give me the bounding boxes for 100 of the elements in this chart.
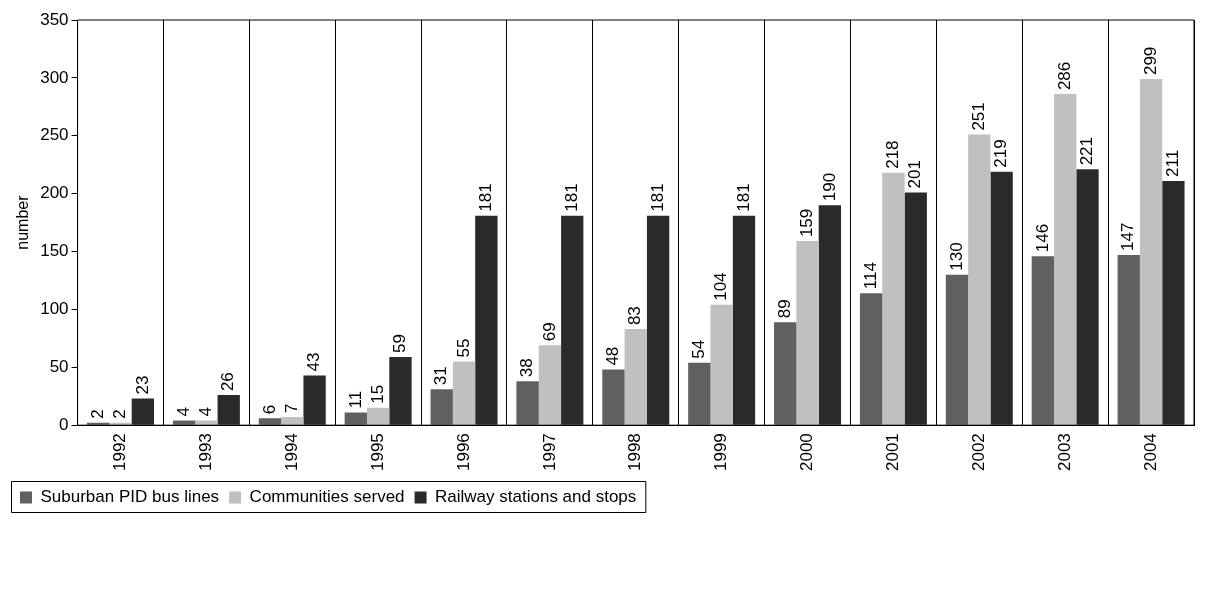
bar [475,215,498,425]
bar [1031,256,1055,425]
y-axis-title: number [14,194,32,250]
data-label: 4 [196,407,216,417]
y-tick-label: 100 [40,299,69,319]
data-label: 2 [87,409,107,419]
x-tick-label: 1997 [539,433,559,472]
bar [732,215,756,425]
bar [1076,169,1099,425]
bar [195,420,218,425]
bar [710,304,733,425]
data-label: 181 [561,183,581,212]
data-label: 221 [1077,136,1097,166]
legend-label: Suburban PID bus lines [40,487,220,507]
bar [646,215,670,425]
y-tick-label: 50 [49,356,69,376]
bar [818,205,842,425]
bar [561,215,584,425]
x-tick-label: 1992 [110,433,130,472]
legend-label: Communities served [249,487,405,507]
bar [968,134,991,425]
data-label: 299 [1140,46,1160,76]
data-label: 286 [1054,61,1074,91]
data-label: 146 [1032,223,1052,253]
data-label: 4 [173,407,193,417]
x-tick-label: 2002 [968,433,988,472]
data-label: 2 [110,409,130,419]
x-tick-label: 1995 [367,433,387,472]
data-label: 219 [991,139,1011,168]
bar [217,395,240,425]
y-tick-label: 250 [40,125,69,145]
data-label: 181 [733,183,753,212]
x-tick-label: 1999 [711,433,731,472]
data-label: 251 [968,102,988,131]
x-tick-label: 1998 [625,433,645,472]
y-tick-label: 300 [40,67,69,87]
data-label: 201 [905,160,925,189]
bar [624,329,647,425]
y-tick-label: 0 [59,414,69,434]
bar [990,171,1013,425]
data-label: 147 [1118,222,1138,252]
y-tick-label: 150 [40,241,69,261]
x-tick-label: 1993 [196,433,216,472]
data-label: 104 [711,272,731,301]
data-label: 11 [345,390,365,409]
data-label: 48 [603,346,623,366]
bar [516,381,539,425]
bar [1162,180,1185,425]
data-label: 83 [625,306,645,326]
bar [258,418,282,425]
data-label: 159 [797,208,817,238]
data-label: 190 [819,172,839,202]
x-tick-label: 1996 [453,433,473,472]
legend-label: Railway stations and stops [435,487,637,507]
data-label: 181 [647,183,667,212]
bar [389,356,412,425]
data-label: 181 [476,183,496,212]
bar [344,412,367,425]
data-label: 89 [774,299,794,319]
data-label: 38 [517,358,537,378]
data-label: 31 [431,366,451,386]
bar [882,172,905,425]
bar [1054,94,1077,425]
y-tick-label: 200 [40,183,69,203]
x-tick-label: 2004 [1140,433,1160,472]
bar [859,293,883,425]
bar [945,274,969,425]
x-tick-label: 2001 [883,433,903,472]
bar [1117,255,1140,425]
bar [1139,79,1163,425]
data-label: 130 [946,242,966,271]
bar [796,241,819,425]
bar [774,322,797,425]
data-label: 59 [390,333,410,353]
y-tick-label: 350 [40,9,69,29]
bar [538,345,562,425]
bar [904,192,927,425]
x-tick-label: 2003 [1054,433,1074,472]
data-label: 211 [1163,149,1183,177]
data-label: 218 [883,140,903,169]
bar [131,398,154,425]
data-label: 55 [453,338,473,358]
bar [303,375,326,425]
data-label: 23 [132,375,152,395]
bar [430,389,453,425]
x-tick-label: 2000 [797,433,817,472]
x-tick-label: 1994 [281,433,301,472]
bar [366,407,390,425]
data-label: 15 [367,384,387,404]
data-label: 6 [259,404,279,415]
data-label: 43 [304,352,324,372]
data-label: 54 [689,339,709,359]
bar [602,369,625,425]
bar [281,417,304,425]
data-label: 26 [218,372,238,392]
data-label: 69 [539,322,559,342]
bar [688,362,711,425]
data-label: 7 [281,403,301,414]
bar [452,361,476,425]
bar [172,420,196,425]
